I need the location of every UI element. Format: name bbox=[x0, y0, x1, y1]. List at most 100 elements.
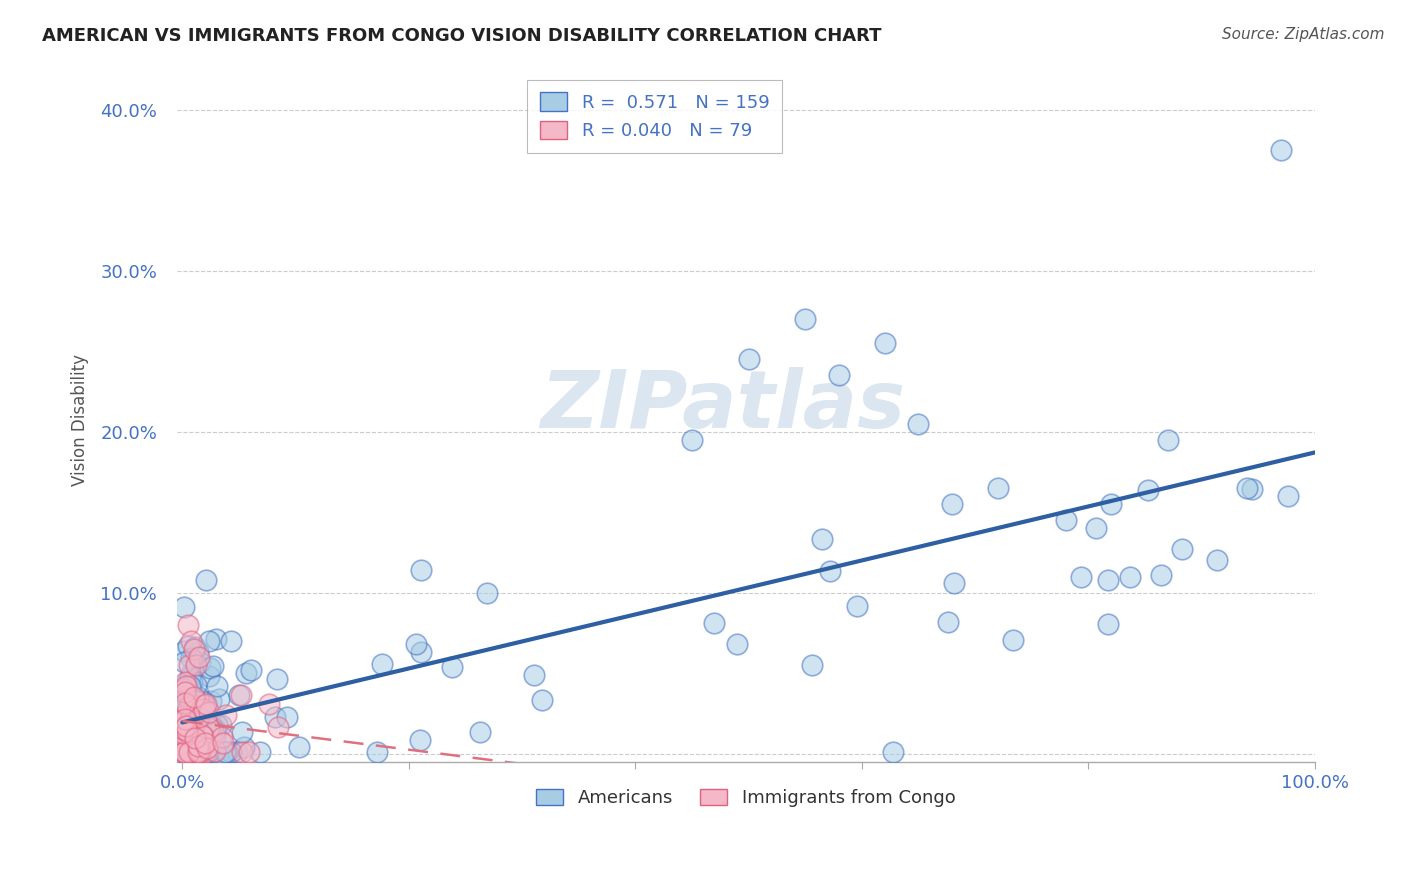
Point bbox=[197, 712, 219, 726]
Point bbox=[179, 707, 201, 722]
Point bbox=[172, 745, 194, 759]
Point bbox=[267, 720, 290, 734]
Point bbox=[173, 685, 195, 699]
Point bbox=[174, 745, 197, 759]
Point bbox=[187, 745, 209, 759]
Point bbox=[176, 674, 198, 689]
Point bbox=[183, 707, 205, 722]
Point bbox=[180, 720, 202, 734]
Point bbox=[177, 639, 200, 653]
Point bbox=[180, 734, 202, 748]
Point bbox=[882, 745, 904, 759]
Point bbox=[846, 599, 869, 614]
Point bbox=[405, 637, 427, 651]
Point bbox=[181, 711, 204, 725]
Point bbox=[737, 352, 759, 367]
Point bbox=[173, 599, 195, 614]
Point bbox=[174, 697, 197, 711]
Point bbox=[202, 725, 225, 739]
Point bbox=[195, 741, 218, 756]
Point bbox=[936, 615, 959, 630]
Point bbox=[177, 745, 200, 759]
Point bbox=[810, 532, 832, 546]
Point bbox=[1150, 567, 1173, 582]
Point bbox=[204, 743, 226, 757]
Point bbox=[235, 665, 257, 680]
Point bbox=[187, 727, 209, 741]
Point bbox=[204, 729, 226, 743]
Point bbox=[183, 745, 205, 759]
Point bbox=[183, 685, 205, 699]
Point bbox=[1119, 570, 1142, 584]
Point bbox=[173, 745, 195, 759]
Point bbox=[184, 745, 207, 759]
Point bbox=[173, 738, 195, 752]
Point bbox=[198, 713, 221, 727]
Point bbox=[183, 723, 205, 738]
Point bbox=[177, 691, 200, 706]
Point bbox=[187, 745, 209, 759]
Point bbox=[183, 690, 205, 704]
Text: ZIPatlas: ZIPatlas bbox=[540, 367, 905, 445]
Point bbox=[1070, 570, 1092, 584]
Point bbox=[174, 719, 197, 733]
Point bbox=[179, 739, 201, 754]
Point bbox=[177, 618, 200, 632]
Point bbox=[173, 741, 195, 756]
Point bbox=[801, 658, 824, 673]
Point bbox=[176, 745, 198, 759]
Text: AMERICAN VS IMMIGRANTS FROM CONGO VISION DISABILITY CORRELATION CHART: AMERICAN VS IMMIGRANTS FROM CONGO VISION… bbox=[42, 27, 882, 45]
Point bbox=[177, 683, 200, 698]
Point bbox=[190, 745, 212, 759]
Point bbox=[198, 705, 221, 719]
Point bbox=[188, 743, 211, 757]
Point bbox=[1137, 483, 1160, 497]
Point bbox=[209, 718, 232, 732]
Text: Source: ZipAtlas.com: Source: ZipAtlas.com bbox=[1222, 27, 1385, 42]
Point bbox=[173, 644, 195, 658]
Point bbox=[409, 563, 432, 577]
Point bbox=[221, 633, 243, 648]
Point bbox=[987, 481, 1010, 495]
Point bbox=[249, 745, 271, 759]
Point bbox=[1156, 433, 1178, 447]
Point bbox=[174, 734, 197, 748]
Point bbox=[276, 710, 298, 724]
Point bbox=[194, 736, 217, 750]
Point bbox=[183, 745, 205, 759]
Point bbox=[180, 650, 202, 665]
Point bbox=[212, 736, 235, 750]
Point bbox=[177, 720, 200, 734]
Point bbox=[197, 745, 219, 759]
Point bbox=[173, 674, 195, 689]
Point bbox=[183, 712, 205, 726]
Point bbox=[174, 680, 197, 694]
Point bbox=[179, 718, 201, 732]
Point bbox=[190, 745, 212, 759]
Point bbox=[197, 669, 219, 683]
Point bbox=[183, 690, 205, 705]
Point bbox=[184, 693, 207, 707]
Point bbox=[1001, 632, 1024, 647]
Point bbox=[187, 739, 209, 753]
Point bbox=[530, 692, 553, 706]
Point bbox=[186, 743, 208, 757]
Point bbox=[205, 679, 228, 693]
Point bbox=[184, 725, 207, 739]
Point bbox=[173, 745, 195, 759]
Point bbox=[180, 675, 202, 690]
Point bbox=[200, 693, 222, 707]
Point bbox=[194, 736, 217, 750]
Point bbox=[193, 745, 215, 759]
Point bbox=[228, 688, 250, 702]
Point bbox=[1054, 513, 1077, 527]
Point bbox=[200, 720, 222, 734]
Point bbox=[201, 745, 224, 759]
Point bbox=[174, 745, 197, 759]
Point bbox=[174, 733, 197, 747]
Point bbox=[366, 745, 388, 759]
Point bbox=[172, 725, 194, 739]
Point bbox=[202, 745, 225, 759]
Point bbox=[201, 659, 224, 673]
Y-axis label: Vision Disability: Vision Disability bbox=[72, 353, 89, 485]
